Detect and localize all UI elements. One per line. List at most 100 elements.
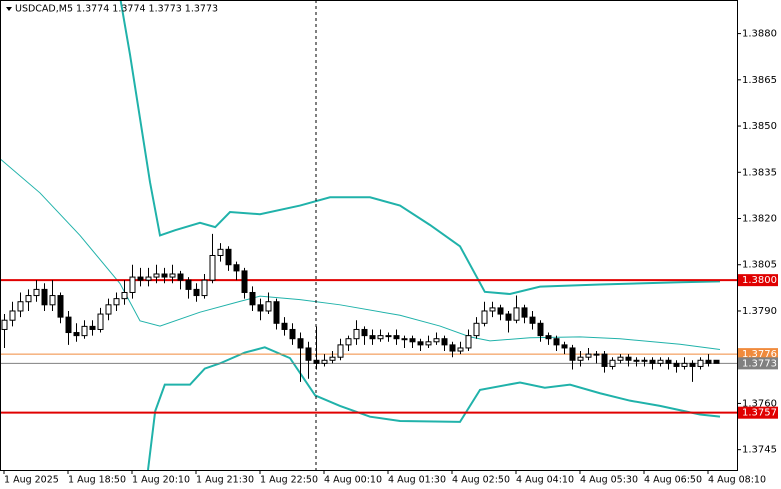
candle-body <box>201 279 208 297</box>
y-tick-label: 1.3760 <box>742 398 777 409</box>
candle-body <box>113 298 120 306</box>
y-tick-label: 1.3865 <box>742 75 777 86</box>
candle-body <box>681 362 688 367</box>
candle-body <box>713 359 720 364</box>
x-tick-label: 1 Aug 2025 <box>4 475 59 486</box>
candle-body <box>297 338 304 349</box>
plot-area <box>0 0 737 470</box>
x-tick-label: 4 Aug 08:10 <box>708 475 766 486</box>
candle-body <box>57 295 64 318</box>
candle-body <box>25 295 32 303</box>
candle-body <box>177 273 184 281</box>
candle-body <box>689 362 696 367</box>
price-label-box <box>738 406 778 419</box>
candle-body <box>65 316 72 334</box>
candle-body <box>145 276 152 281</box>
price-label: 1.3757 <box>742 408 777 419</box>
candle-body <box>329 356 336 361</box>
candle-body <box>121 291 128 300</box>
candle-body <box>537 322 544 337</box>
candle-body <box>417 341 424 346</box>
candle-body <box>705 359 712 364</box>
candle-body <box>553 338 560 346</box>
candle-body <box>593 353 600 356</box>
candle-body <box>665 359 672 364</box>
candle-body <box>505 313 512 321</box>
x-tick-label: 1 Aug 20:10 <box>132 475 190 486</box>
candle-body <box>97 313 104 330</box>
candle-body <box>217 248 224 256</box>
candle-body <box>649 359 656 364</box>
candle-body <box>17 301 24 312</box>
candle-body <box>673 362 680 367</box>
candle-body <box>89 325 96 330</box>
price-label: 1.3773 <box>742 358 777 369</box>
candle-body <box>545 335 552 340</box>
candle-body <box>425 341 432 346</box>
price-label-box <box>738 348 778 361</box>
bollinger-band <box>147 346 721 470</box>
price-label: 1.3776 <box>742 349 777 360</box>
plot-frame <box>0 0 738 471</box>
candle-body <box>73 332 80 337</box>
candle-body <box>1 319 8 330</box>
candle-body <box>9 310 16 321</box>
candle-body <box>241 270 248 293</box>
y-tick-label: 1.3850 <box>742 121 777 132</box>
x-tick-label: 1 Aug 18:50 <box>68 475 126 486</box>
chart-title: USDCAD,M5 1.3774 1.3774 1.3773 1.3773 <box>15 4 218 15</box>
y-tick-label: 1.3880 <box>742 29 777 40</box>
candle-body <box>697 359 704 367</box>
x-tick-label: 1 Aug 21:30 <box>196 475 254 486</box>
bollinger-band <box>119 0 721 296</box>
bollinger-band <box>0 158 721 350</box>
candle-body <box>129 276 136 293</box>
candle-body <box>585 353 592 358</box>
candle-body <box>609 359 616 367</box>
price-label: 1.3800 <box>742 275 777 286</box>
candle-body <box>249 291 256 306</box>
candle-body <box>105 304 112 315</box>
candle-body <box>657 359 664 364</box>
candle-body <box>473 322 480 337</box>
x-tick-label: 4 Aug 05:30 <box>580 475 638 486</box>
x-tick-label: 4 Aug 04:10 <box>516 475 574 486</box>
candle-body <box>393 335 400 340</box>
candle-body <box>321 359 328 364</box>
candle-body <box>625 356 632 361</box>
candle-body <box>233 264 240 272</box>
candle-body <box>577 356 584 361</box>
candle-body <box>529 316 536 324</box>
y-tick-label: 1.3835 <box>742 167 777 178</box>
candle-body <box>137 276 144 281</box>
candle-body <box>465 335 472 349</box>
price-label-box <box>738 274 778 287</box>
candle-body <box>457 347 464 352</box>
candle-body <box>257 304 264 312</box>
candle-body <box>401 338 408 341</box>
candle-body <box>49 295 56 306</box>
x-tick-label: 1 Aug 22:50 <box>260 475 318 486</box>
y-tick-label: 1.3790 <box>742 306 777 317</box>
candle-body <box>81 325 88 337</box>
candle-body <box>169 273 176 278</box>
candle-body <box>361 328 368 337</box>
candle-body <box>305 347 312 361</box>
candle-body <box>449 344 456 352</box>
x-tick-label: 4 Aug 02:50 <box>452 475 510 486</box>
x-tick-label: 4 Aug 00:10 <box>324 475 382 486</box>
candle-body <box>513 307 520 321</box>
candle-body <box>441 338 448 346</box>
candle-body <box>561 344 568 349</box>
candle-body <box>433 338 440 343</box>
candle-body <box>641 359 648 362</box>
candle-body <box>345 338 352 346</box>
candle-body <box>633 359 640 362</box>
x-tick-label: 4 Aug 06:50 <box>644 475 702 486</box>
y-tick-label: 1.3745 <box>742 445 777 456</box>
candle-body <box>369 335 376 340</box>
candle-body <box>601 353 608 367</box>
candle-body <box>273 301 280 324</box>
candle-body <box>153 273 160 278</box>
